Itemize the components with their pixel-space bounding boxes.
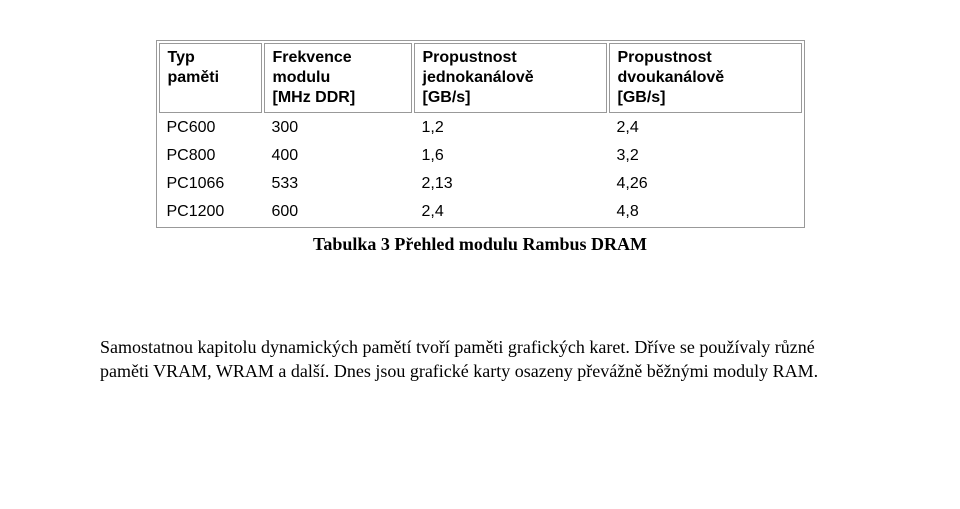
cell-bw2: 4,8 [609, 199, 802, 225]
cell-bw2: 4,26 [609, 171, 802, 197]
table-row: PC1066 533 2,13 4,26 [159, 171, 802, 197]
cell-freq: 300 [264, 115, 412, 141]
header-freq: Frekvencemodulu[MHz DDR] [264, 43, 412, 113]
header-bw2: Propustnostdvoukanálově[GB/s] [609, 43, 802, 113]
header-type: Typpaměti [159, 43, 262, 113]
cell-freq: 533 [264, 171, 412, 197]
cell-type: PC600 [159, 115, 262, 141]
cell-bw1: 1,2 [414, 115, 607, 141]
header-bw1: Propustnostjednokanálově[GB/s] [414, 43, 607, 113]
cell-bw1: 2,4 [414, 199, 607, 225]
cell-type: PC1200 [159, 199, 262, 225]
body-paragraph: Samostatnou kapitolu dynamických pamětí … [100, 335, 860, 384]
cell-bw2: 2,4 [609, 115, 802, 141]
cell-type: PC1066 [159, 171, 262, 197]
table-row: PC800 400 1,6 3,2 [159, 143, 802, 169]
cell-bw2: 3,2 [609, 143, 802, 169]
table-header-row: Typpaměti Frekvencemodulu[MHz DDR] Propu… [159, 43, 802, 113]
table-row: PC600 300 1,2 2,4 [159, 115, 802, 141]
cell-bw1: 1,6 [414, 143, 607, 169]
memory-table: Typpaměti Frekvencemodulu[MHz DDR] Propu… [156, 40, 805, 228]
cell-freq: 600 [264, 199, 412, 225]
cell-freq: 400 [264, 143, 412, 169]
cell-bw1: 2,13 [414, 171, 607, 197]
cell-type: PC800 [159, 143, 262, 169]
table-row: PC1200 600 2,4 4,8 [159, 199, 802, 225]
table-caption: Tabulka 3 Přehled modulu Rambus DRAM [156, 234, 805, 255]
